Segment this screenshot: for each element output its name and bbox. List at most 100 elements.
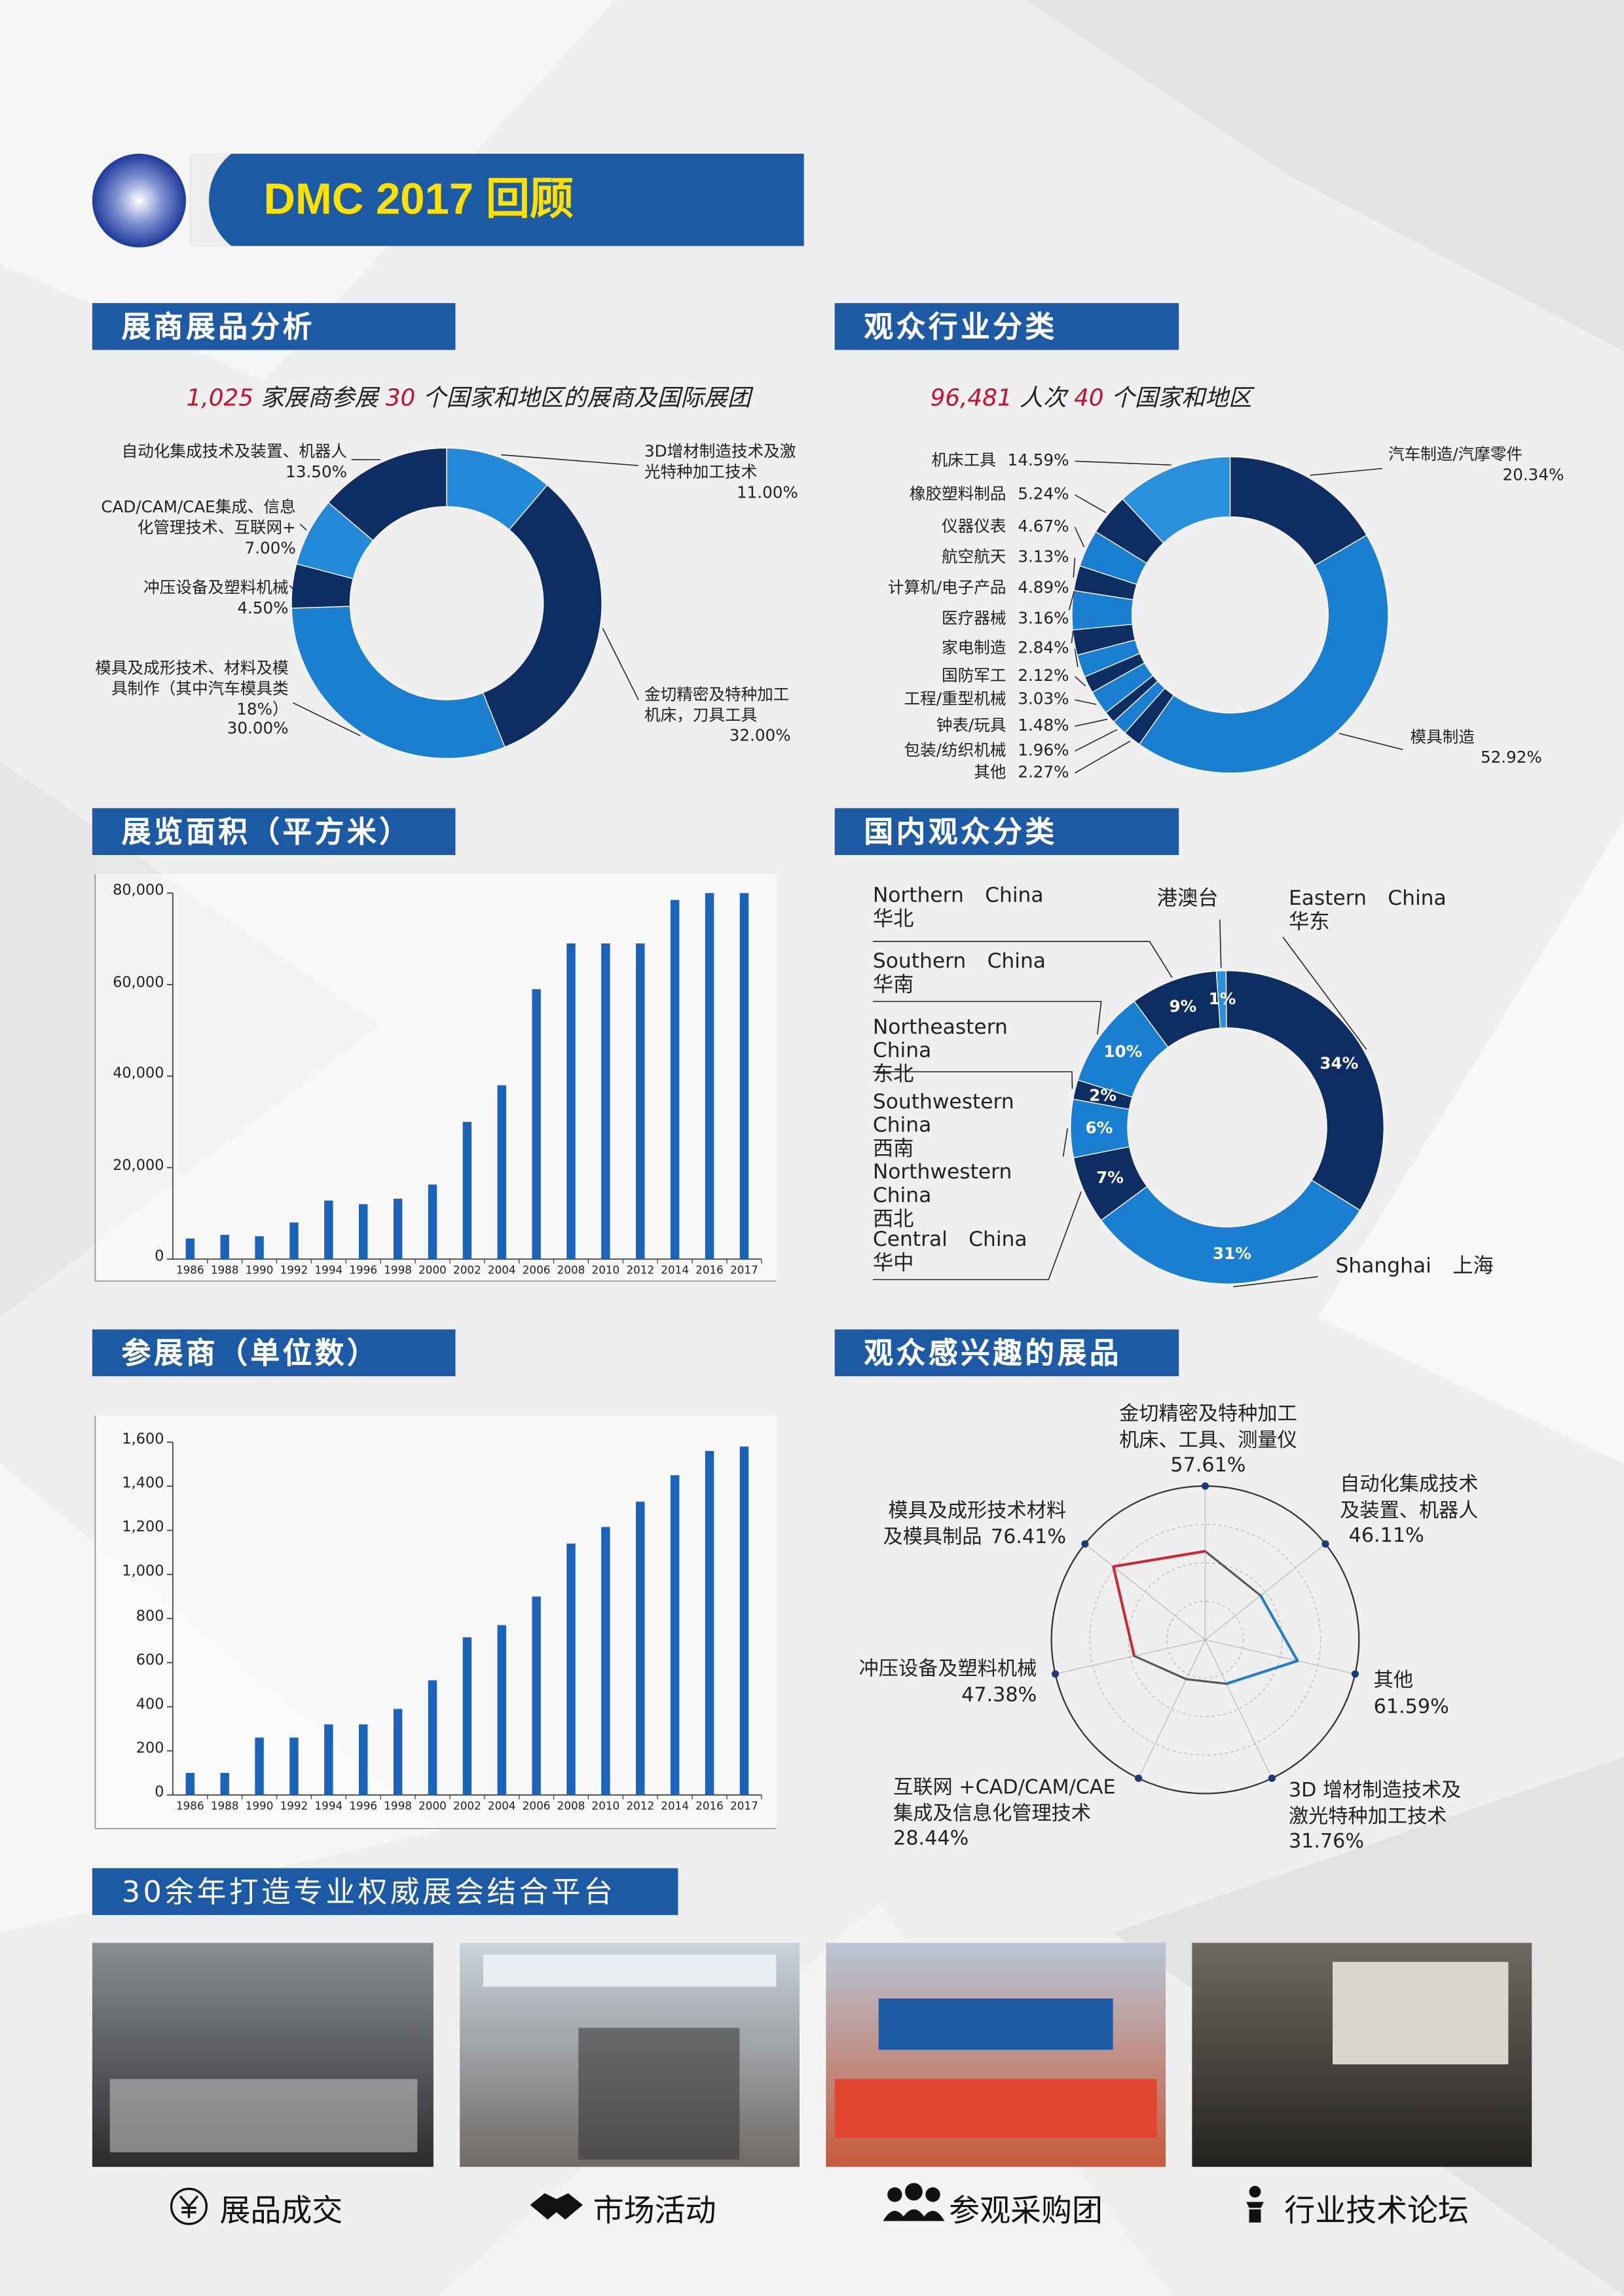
leader-line <box>299 524 307 531</box>
category-label: 模具制造 <box>1410 727 1475 747</box>
y-tick-label: 800 <box>136 1608 164 1625</box>
x-tick-label: 1992 <box>280 1799 308 1813</box>
x-tick-label: 2004 <box>487 1799 516 1813</box>
value-label: 47.38% <box>961 1683 1037 1707</box>
x-tick-label: 2016 <box>695 1799 724 1813</box>
axis-dot <box>1321 1540 1329 1548</box>
category-label: Eastern China 华东 <box>1288 887 1447 934</box>
donut-segment <box>291 606 506 759</box>
donut-label: 航空航天 3.13% <box>820 547 1069 568</box>
x-tick-label: 2012 <box>626 1799 655 1813</box>
radar-ring <box>1089 1523 1321 1756</box>
leader-line <box>1073 557 1076 577</box>
bar <box>670 1475 680 1795</box>
bar <box>566 1543 576 1795</box>
radar-spoke <box>1204 1639 1272 1779</box>
category-label: 模具及成形技术材料 及模具制品 <box>883 1499 1067 1548</box>
category-label: 金切精密及特种加工 机床、工具、测量仪 <box>1119 1402 1297 1452</box>
chart-subtitle: 1,025 家展商参展 30 个国家和地区的展商及国际展团 <box>103 384 835 413</box>
y-tick-label: 600 <box>136 1652 164 1669</box>
section-title: 国内观众分类 <box>834 808 1179 855</box>
x-tick-label: 2000 <box>418 1799 447 1813</box>
category-label: Shanghai 上海 <box>1335 1254 1494 1279</box>
axis-dot <box>1051 1670 1060 1678</box>
photo-detail <box>878 1998 1113 2050</box>
category-label: Southwestern China 西南 Northwestern China… <box>872 1091 1014 1232</box>
leader-line <box>872 1000 1102 1035</box>
donut-label: Northern China 华北 <box>873 884 1107 932</box>
value-label: 10% <box>1103 1042 1143 1062</box>
x-tick-label: 2008 <box>557 1263 585 1277</box>
value-label: 76.41% <box>990 1525 1067 1548</box>
category-label: Northeastern China 东北 <box>872 1015 1008 1087</box>
category-label: 3D增材制造技术及激光特种加工技术 <box>644 442 796 482</box>
bar <box>220 1773 229 1795</box>
bg-shape <box>1025 0 1624 352</box>
leader-line <box>1075 718 1108 727</box>
leader-line <box>872 1192 1082 1281</box>
category-label: 国防军工 <box>942 666 1006 685</box>
section-title: 观众行业分类 <box>834 302 1179 350</box>
x-tick-label: 2006 <box>522 1799 551 1813</box>
value-label: 1.48% <box>1018 716 1069 735</box>
y-tick-label: 200 <box>136 1740 164 1757</box>
x-tick-label: 2017 <box>730 1263 758 1277</box>
bar <box>705 893 714 1260</box>
subtitle-part: 个国家和地区 <box>1103 383 1252 412</box>
leader-line <box>1282 936 1367 1050</box>
donut-label: Central China 华中 <box>873 1228 1092 1275</box>
bar <box>462 1637 472 1795</box>
x-tick-label: 2004 <box>487 1263 516 1277</box>
subtitle-part: 人次 <box>1012 383 1075 412</box>
bar <box>220 1235 229 1260</box>
subtitle-part: 96,481 <box>930 383 1012 412</box>
category-label: 冲压设备及塑料机械 <box>143 578 289 598</box>
category-label: 冲压设备及塑料机械 <box>858 1657 1037 1681</box>
donut-segment <box>1100 1179 1361 1285</box>
y-tick-label: 20,000 <box>113 1157 164 1174</box>
radar-edge <box>1113 1550 1206 1568</box>
category-label: 3D 增材制造技术及 激光特种加工技术 <box>1288 1779 1462 1829</box>
value-label: 3.03% <box>1018 689 1069 709</box>
leader-line <box>1075 460 1172 466</box>
donut-label: 橡胶塑料制品 5.24% <box>820 484 1069 505</box>
photo-detail <box>109 2079 418 2153</box>
category-label: 模具及成形技术、材料及模具制作（其中汽车模具类18%） <box>95 659 289 718</box>
radar-spoke <box>1205 1543 1326 1641</box>
donut-label: 家电制造 2.84% <box>820 638 1069 659</box>
donut-label: Southwestern China 西南 Northwestern China… <box>873 1091 1078 1232</box>
bar <box>601 943 610 1260</box>
bar <box>670 900 680 1260</box>
x-tick-label: 1988 <box>210 1799 239 1813</box>
y-tick-label: 80,000 <box>113 883 164 900</box>
category-label: CAD/CAM/CAE集成、信息化管理技术、互联网+ <box>101 498 296 538</box>
icon-yuan <box>179 2195 199 2218</box>
chart-subtitle: 96,481 人次 40 个国家和地区 <box>725 384 1457 413</box>
radar-spoke <box>1084 1543 1206 1641</box>
donut-label: Shanghai 上海 <box>1336 1255 1526 1279</box>
donut-label: 冲压设备及塑料机械 4.50% <box>91 578 289 618</box>
value-label: 2.84% <box>1018 638 1069 658</box>
bar <box>532 989 541 1260</box>
category-label: 钟表/玩具 <box>936 716 1006 735</box>
radar-label: 金切精密及特种加工 机床、工具、测量仪 57.61% <box>1091 1402 1325 1480</box>
page-title: DMC 2017 回顾 <box>263 175 574 225</box>
radar-ring <box>1128 1562 1283 1717</box>
leader-line <box>1310 467 1383 476</box>
category-label: 其他 <box>1373 1669 1414 1693</box>
x-tick-label: 2016 <box>695 1263 724 1277</box>
bar <box>393 1198 403 1260</box>
bar <box>255 1738 264 1795</box>
category-label: 仪器仪表 <box>942 517 1006 536</box>
section-title: 参展商（单位数） <box>92 1329 456 1377</box>
donut-label: 包装/纺织机械 1.96% <box>820 741 1069 761</box>
value-label: 1.96% <box>1018 740 1069 760</box>
leader-line <box>1062 1128 1069 1157</box>
value-label: 34% <box>1320 1054 1359 1074</box>
section-title: 30余年打造专业权威展会结合平台 <box>92 1868 678 1916</box>
bar <box>185 1773 195 1795</box>
photo-caption: 参观采购团 <box>949 2193 1103 2229</box>
y-tick-label: 0 <box>155 1785 164 1801</box>
donut-label: 国防军工 2.12% <box>820 666 1069 687</box>
category-label: 家电制造 <box>942 638 1006 658</box>
